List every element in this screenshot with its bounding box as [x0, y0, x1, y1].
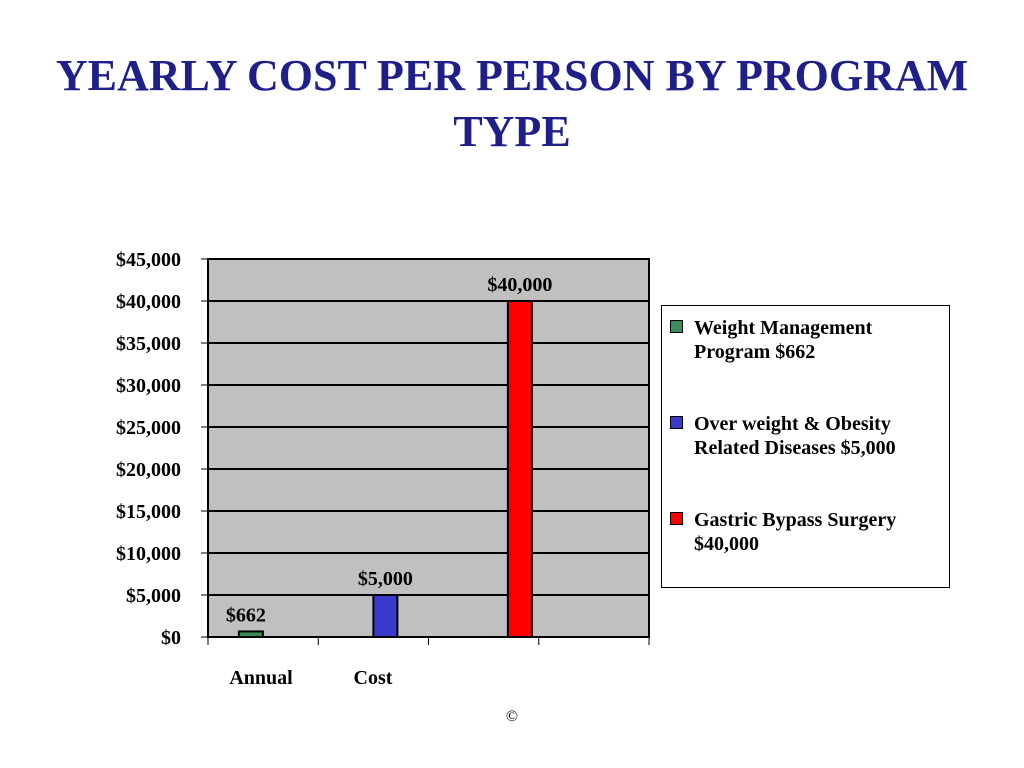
legend-swatch-green	[670, 320, 683, 333]
gridlines	[208, 300, 649, 596]
bars	[237, 300, 533, 639]
y-tick-label: $10,000	[116, 543, 181, 565]
bar	[237, 630, 264, 639]
y-tick-label: $5,000	[126, 585, 181, 607]
data-label: $5,000	[358, 568, 413, 590]
legend-label: Weight Management Program $662	[694, 317, 873, 363]
axes	[201, 258, 650, 645]
legend: Weight Management Program $662 Over weig…	[661, 305, 950, 588]
x-tick-label: Cost	[354, 667, 393, 689]
legend-label: Over weight & Obesity Related Diseases $…	[694, 413, 896, 459]
y-tick-label: $20,000	[116, 459, 181, 481]
bar	[506, 300, 533, 638]
data-label: $662	[226, 604, 266, 626]
y-tick-label: $0	[161, 627, 181, 649]
legend-label: Gastric Bypass Surgery $40,000	[694, 509, 897, 555]
bar	[372, 594, 399, 638]
y-tick-label: $15,000	[116, 501, 181, 523]
copyright-mark: ©	[505, 708, 519, 725]
legend-swatch-red	[670, 512, 683, 525]
plot-area	[207, 258, 650, 638]
y-tick-label: $35,000	[116, 333, 181, 355]
y-tick-label: $25,000	[116, 417, 181, 439]
y-tick-label: $40,000	[116, 291, 181, 313]
y-tick-label: $30,000	[116, 375, 181, 397]
labels: $0 $5,000 $10,000 $15,000 $20,000 $25,000 $30,…	[116, 249, 552, 689]
legend-swatch-blue	[670, 416, 683, 429]
y-tick-label: $45,000	[116, 249, 181, 271]
data-label: $40,000	[487, 274, 552, 296]
chart-title: YEARLY COST PER PERSON BY PROGRAM TYPE	[55, 51, 969, 156]
x-tick-label: Annual	[229, 667, 293, 689]
